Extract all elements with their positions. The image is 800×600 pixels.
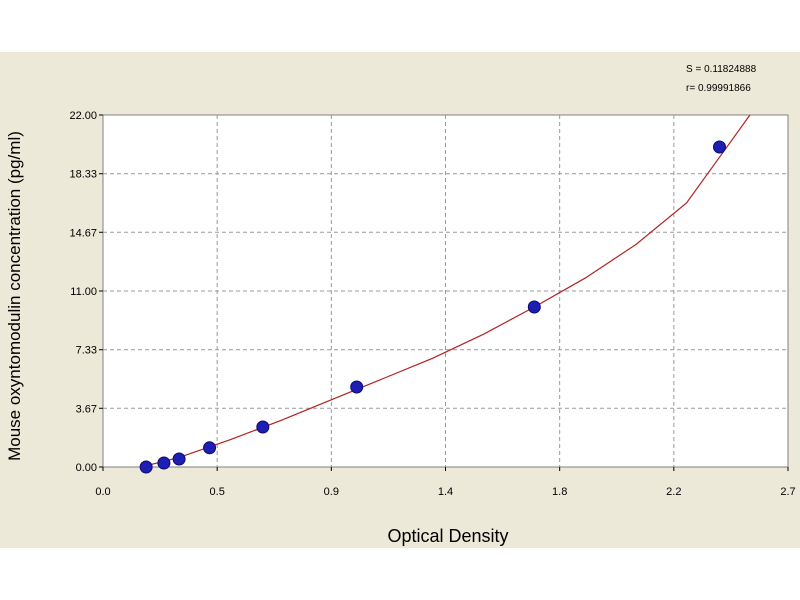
x-tick-label: 2.2 bbox=[666, 486, 681, 498]
x-tick-label: 1.4 bbox=[438, 486, 453, 498]
x-tick-label: 2.7 bbox=[780, 486, 795, 498]
data-points bbox=[139, 140, 726, 474]
grid-lines bbox=[103, 115, 788, 467]
data-point bbox=[157, 456, 171, 470]
data-point bbox=[527, 300, 541, 314]
chart-svg: 0.0 0.5 0.9 1.4 1.8 2.2 2.7 0.00 3.67 7.33 11.00 1… bbox=[5, 64, 796, 546]
x-axis-label: Optical Density bbox=[387, 526, 508, 546]
x-tick-label: 0.5 bbox=[210, 486, 225, 498]
y-tick-label: 18.33 bbox=[69, 169, 97, 181]
y-tick-label: 11.00 bbox=[70, 286, 97, 298]
data-point bbox=[172, 452, 186, 466]
y-tick-label: 0.00 bbox=[76, 462, 97, 474]
y-tick-label: 7.33 bbox=[76, 345, 97, 357]
fit-curve bbox=[140, 114, 751, 468]
y-axis-label: Mouse oxyntomodulin concentration (pg/ml… bbox=[5, 131, 24, 461]
fit-stats-r: r= 0.99991866 bbox=[686, 83, 751, 94]
x-tick-labels: 0.0 0.5 0.9 1.4 1.8 2.2 2.7 bbox=[95, 467, 796, 498]
y-tick-label: 22.00 bbox=[69, 110, 97, 122]
x-tick-label: 1.8 bbox=[552, 486, 567, 498]
chart-frame: 0.0 0.5 0.9 1.4 1.8 2.2 2.7 0.00 3.67 7.33 11.00 1… bbox=[0, 52, 800, 548]
x-tick-label: 0.9 bbox=[324, 486, 339, 498]
data-point bbox=[203, 441, 217, 455]
x-tick-label: 0.0 bbox=[95, 486, 110, 498]
data-point bbox=[256, 420, 270, 434]
data-point bbox=[350, 380, 364, 394]
y-tick-label: 14.67 bbox=[69, 227, 97, 239]
data-point bbox=[713, 140, 726, 154]
y-tick-label: 3.67 bbox=[76, 403, 97, 415]
y-tick-labels: 0.00 3.67 7.33 11.00 14.67 18.33 22.00 bbox=[69, 110, 103, 474]
fit-stats-s: S = 0.11824888 bbox=[686, 64, 757, 75]
data-point bbox=[139, 460, 153, 474]
